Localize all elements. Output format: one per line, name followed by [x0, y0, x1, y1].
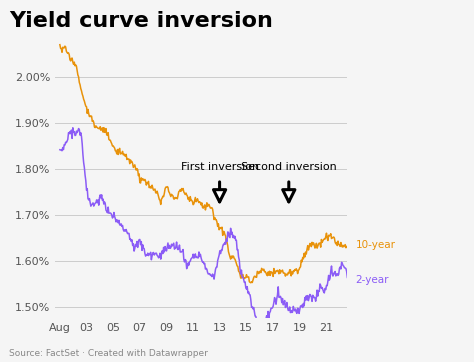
Text: Source: FactSet · Created with Datawrapper: Source: FactSet · Created with Datawrapp…: [9, 349, 209, 358]
Text: 2-year: 2-year: [356, 275, 389, 285]
Text: Second inversion: Second inversion: [241, 162, 337, 172]
Text: First inversion: First inversion: [181, 162, 259, 172]
Text: 10-year: 10-year: [356, 240, 395, 251]
Text: Yield curve inversion: Yield curve inversion: [9, 11, 273, 31]
